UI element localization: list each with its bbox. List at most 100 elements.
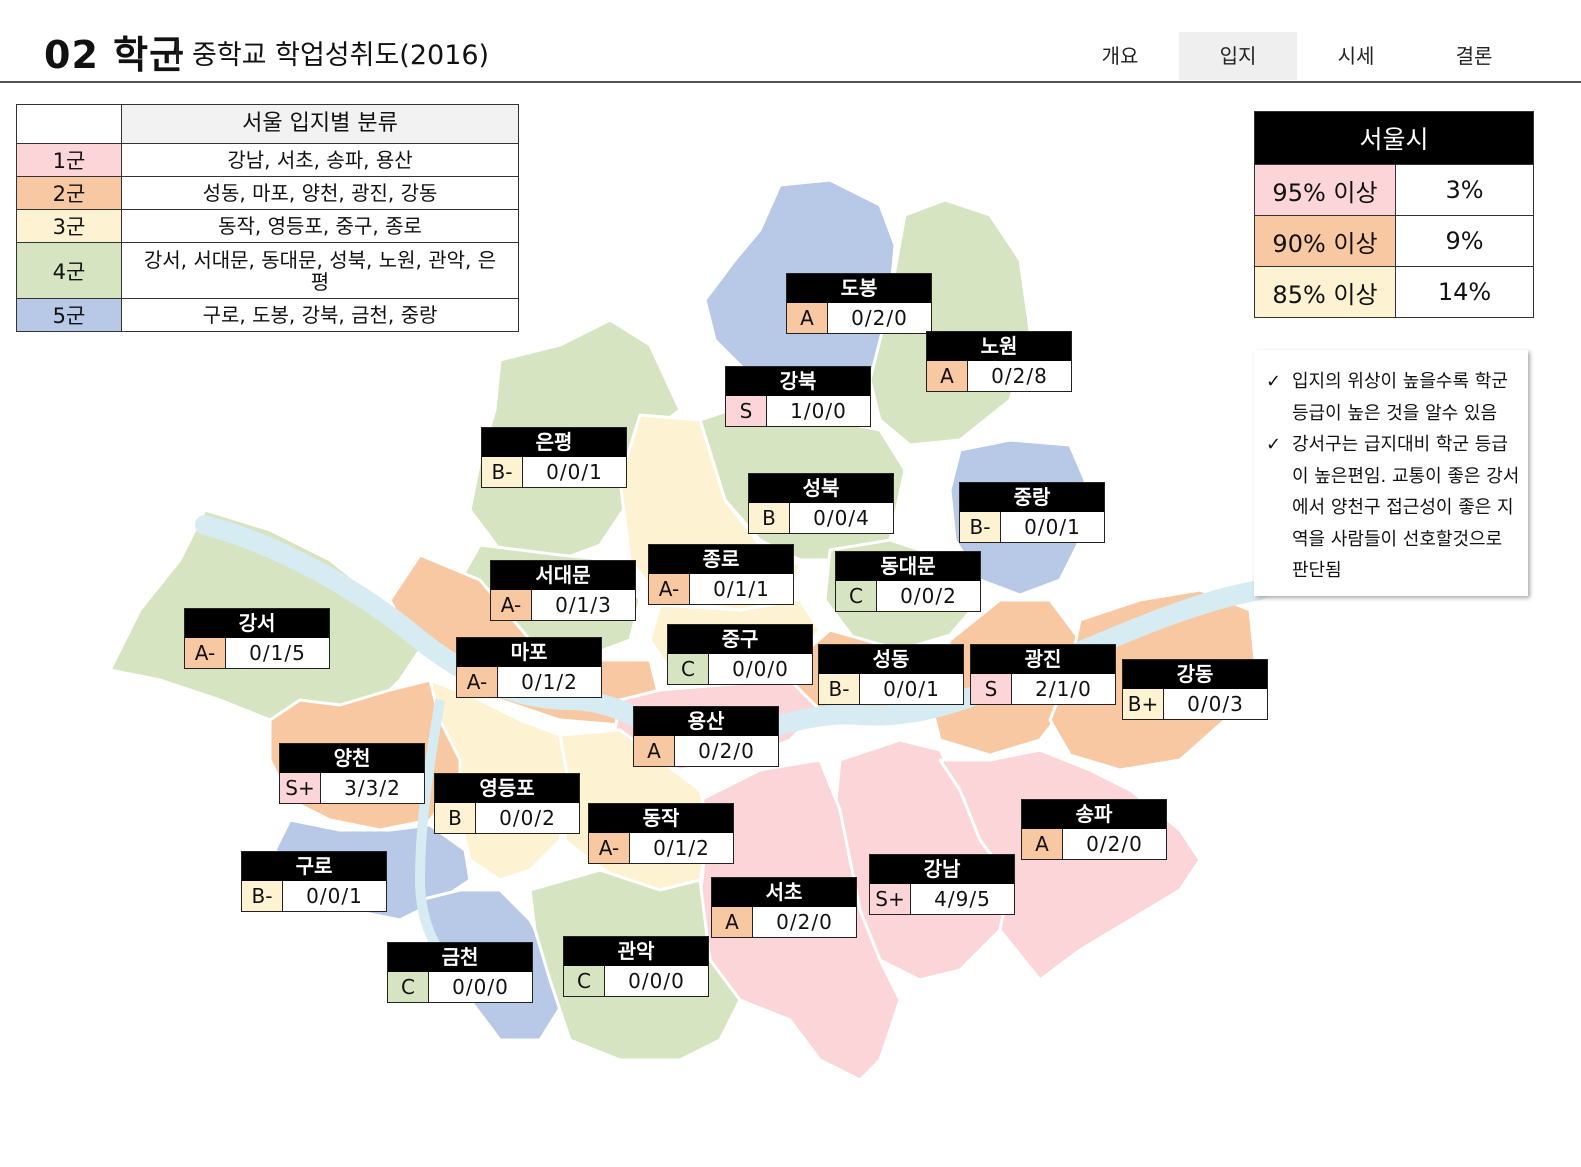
group-districts: 성동, 마포, 양천, 광진, 강동 [121,176,519,210]
grade: A [634,736,675,766]
score: 0/1/2 [653,836,710,860]
score: 2/1/0 [1035,677,1092,701]
score: 0/0/3 [1187,692,1244,716]
district-badge-seodaemun: 서대문 A- 0/1/3 [490,560,636,621]
district-badge-seongdong: 성동 B- 0/0/1 [818,644,964,705]
group-label: 5군 [16,298,122,332]
seoul-stats-title: 서울시 [1254,111,1534,165]
district-badge-jongno: 종로 A- 0/1/1 [648,544,794,605]
grade: C [668,654,709,684]
group-label: 1군 [16,143,122,177]
group-districts: 강서, 서대문, 동대문, 성북, 노원, 관악, 은평 [121,242,519,299]
district-badge-seongbuk: 성북 B 0/0/4 [748,473,894,534]
grade: B [435,803,476,833]
score: 0/2/0 [851,306,908,330]
district-badge-eunpyeong: 은평 B- 0/0/1 [481,427,627,488]
stat-label: 95% 이상 [1254,164,1396,216]
grade: B- [242,881,283,911]
grade: C [564,966,605,996]
score: 1/0/0 [790,399,847,423]
grade: A [712,907,753,937]
grade: S+ [870,884,911,914]
tab-overview[interactable]: 개요 [1101,44,1139,68]
note-item: ✓ 강서구는 급지대비 학군 등급이 높은편임. 교통이 좋은 강서에서 양천구 … [1266,429,1520,587]
district-badge-gangseo: 강서 A- 0/1/5 [184,608,330,669]
score: 0/0/4 [813,506,870,530]
page-title: 중학교 학업성취도(2016) [192,40,490,71]
grade: A- [457,667,498,697]
score: 0/0/2 [900,584,957,608]
grade: S+ [280,773,321,803]
score: 0/0/2 [499,806,556,830]
grade: B- [482,457,523,487]
score: 0/2/8 [991,364,1048,388]
district-badge-nowon: 노원 A 0/2/8 [926,331,1072,392]
group-districts: 구로, 도봉, 강북, 금천, 중랑 [121,298,519,332]
district-badge-yangcheon: 양천 S+ 3/3/2 [279,743,425,804]
grade: A [1022,829,1063,859]
group-districts: 강남, 서초, 송파, 용산 [121,143,519,177]
district-badge-gangdong: 강동 B+ 0/0/3 [1122,659,1268,720]
stat-label: 90% 이상 [1254,215,1396,267]
grade: B [749,503,790,533]
grade: B+ [1123,689,1164,719]
score: 0/0/0 [628,969,685,993]
district-badge-gwanak: 관악 C 0/0/0 [563,936,709,997]
district-badge-gangbuk: 강북 S 1/0/0 [725,366,871,427]
score: 0/0/1 [306,884,363,908]
grade: C [836,581,877,611]
grade: C [388,972,429,1002]
grade: A- [185,638,226,668]
score: 0/1/3 [555,593,612,617]
grade: A- [589,833,630,863]
district-badge-dongdaemun: 동대문 C 0/0/2 [835,551,981,612]
grade: A- [649,574,690,604]
title-separator [176,40,179,64]
group-label: 2군 [16,176,122,210]
score: 0/0/1 [1024,515,1081,539]
stat-value: 9% [1395,215,1534,267]
district-badge-jungnang: 중랑 B- 0/0/1 [959,482,1105,543]
district-badge-yeongdeungpo: 영등포 B 0/0/2 [434,773,580,834]
district-badge-seocho: 서초 A 0/2/0 [711,877,857,938]
tab-location[interactable]: 입지 [1179,32,1297,80]
score: 3/3/2 [344,776,401,800]
group-label: 4군 [16,242,122,299]
score: 0/1/1 [713,577,770,601]
tab-conclusion[interactable]: 결론 [1455,44,1493,68]
section-number: 02 학군 [44,33,186,77]
district-badge-mapo: 마포 A- 0/1/2 [456,637,602,698]
score: 4/9/5 [934,887,991,911]
score: 0/0/0 [732,657,789,681]
tab-price[interactable]: 시세 [1337,44,1375,68]
grade: A [787,303,828,333]
score: 0/0/0 [452,975,509,999]
check-icon: ✓ [1266,371,1282,392]
district-badge-gwangjin: 광진 S 2/1/0 [970,644,1116,705]
stat-label: 85% 이상 [1254,266,1396,318]
district-badge-yongsan: 용산 A 0/2/0 [633,706,779,767]
score: 0/0/1 [546,460,603,484]
district-badge-gangnam: 강남 S+ 4/9/5 [869,854,1015,915]
district-badge-songpa: 송파 A 0/2/0 [1021,799,1167,860]
score: 0/2/0 [1086,832,1143,856]
score: 0/0/1 [883,677,940,701]
grade: B- [960,512,1001,542]
score: 0/1/5 [249,641,306,665]
grade: S [726,396,767,426]
classification-table: 서울 입지별 분류 1군 강남, 서초, 송파, 용산 2군 성동, 마포, 양… [16,104,519,332]
district-badge-guro: 구로 B- 0/0/1 [241,851,387,912]
seoul-stats-table: 서울시 95% 이상 3% 90% 이상 9% 85% 이상 14% [1254,111,1534,318]
group-districts: 동작, 영등포, 중구, 종로 [121,209,519,243]
score: 0/1/2 [521,670,578,694]
grade: A [927,361,968,391]
score: 0/2/0 [698,739,755,763]
grade: B- [819,674,860,704]
group-label: 3군 [16,209,122,243]
grade: A- [491,590,532,620]
stat-value: 14% [1395,266,1534,318]
district-badge-geumcheon: 금천 C 0/0/0 [387,942,533,1003]
check-icon: ✓ [1266,434,1282,455]
district-badge-dongjak: 동작 A- 0/1/2 [588,803,734,864]
stat-value: 3% [1395,164,1534,216]
